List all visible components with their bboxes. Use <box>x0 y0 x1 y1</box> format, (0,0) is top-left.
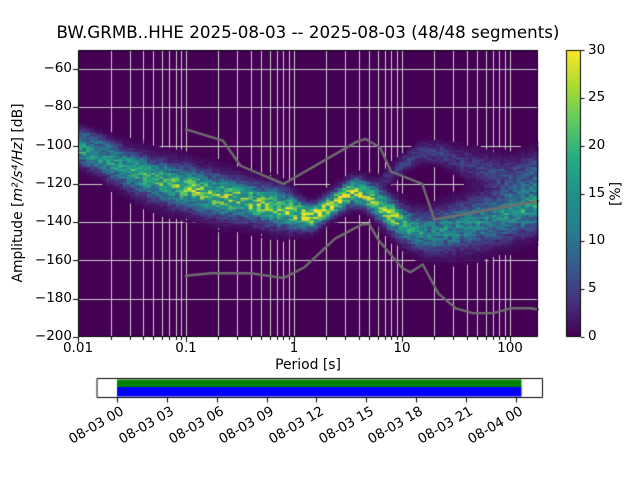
y-tick-label: −80 <box>43 98 73 114</box>
y-tick-label: −180 <box>34 290 72 306</box>
x-tick-label: 1 <box>289 340 299 356</box>
y-axis-label-prefix: Amplitude [ <box>10 201 27 283</box>
x-tick-label: 100 <box>497 340 523 356</box>
colorbar-tick-label: 10 <box>588 232 606 248</box>
x-tick-label: 0.1 <box>175 340 197 356</box>
colorbar-tick-label: 0 <box>588 328 597 344</box>
x-tick-label: 0.01 <box>62 340 94 356</box>
y-tick-label: −120 <box>34 175 72 191</box>
colorbar-tick-label: 30 <box>588 42 606 58</box>
x-tick-label: 10 <box>393 340 411 356</box>
x-axis-label: Period [s] <box>275 357 341 374</box>
y-tick-label: −100 <box>34 137 72 153</box>
y-tick-label: −160 <box>34 252 72 268</box>
y-tick-label: −140 <box>34 213 72 229</box>
colorbar-tick-label: 25 <box>588 89 606 105</box>
y-tick-label: −200 <box>34 328 72 344</box>
colorbar-tick-label: 15 <box>588 185 606 201</box>
plot-title: BW.GRMB..HHE 2025-08-03 -- 2025-08-03 (4… <box>56 22 560 42</box>
colorbar-tick-label: 20 <box>588 137 606 153</box>
colorbar-tick-label: 5 <box>588 280 597 296</box>
y-tick-label: −60 <box>43 60 73 76</box>
colorbar-label: [%] <box>608 181 625 207</box>
